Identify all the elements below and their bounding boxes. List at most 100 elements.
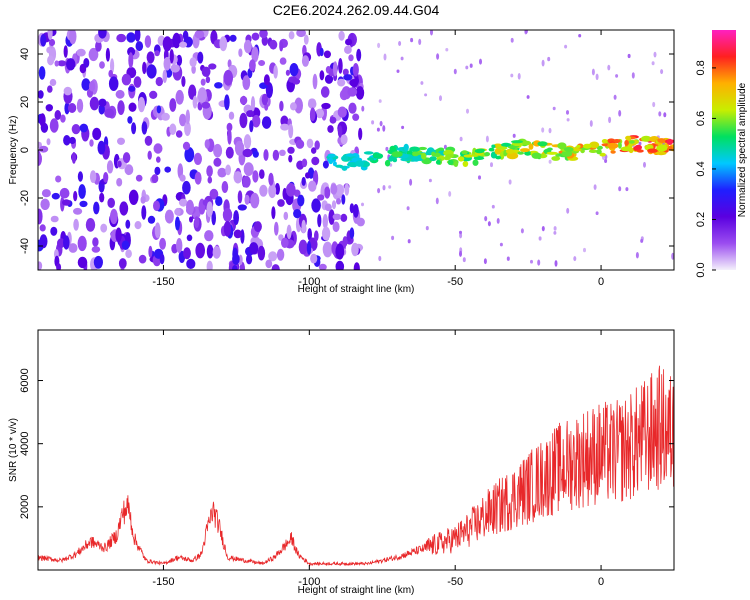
signal-blob (655, 151, 667, 156)
faint-blob (377, 188, 381, 194)
colorbar-tick-label: 0.6 (695, 111, 707, 126)
signal-blob (537, 141, 548, 147)
noise-blob (63, 235, 70, 250)
noise-blob (131, 122, 137, 135)
faint-blob (459, 136, 463, 142)
noise-blob (183, 247, 191, 260)
noise-blob (286, 224, 292, 240)
noise-blob (298, 239, 308, 255)
faint-blob (510, 73, 514, 78)
noise-blob (54, 110, 62, 120)
noise-blob (201, 66, 211, 78)
noise-blob (135, 41, 144, 52)
faint-blob (435, 197, 439, 205)
noise-blob (263, 74, 270, 86)
signal-blob (429, 156, 437, 162)
noise-blob (161, 112, 170, 121)
noise-blob (100, 223, 108, 233)
signal-blob (599, 152, 606, 157)
noise-blob (261, 35, 268, 46)
noise-blob (46, 46, 52, 54)
faint-blob (382, 125, 386, 132)
faint-blob (382, 185, 386, 191)
faint-blob (391, 235, 395, 241)
noise-blob (336, 198, 341, 205)
faint-blob (377, 42, 381, 49)
noise-blob (206, 244, 214, 259)
snr-y-tick-label: 2000 (19, 495, 31, 519)
noise-blob (206, 165, 213, 177)
signal-blob (620, 146, 632, 152)
signal-blob (636, 149, 644, 153)
noise-blob (356, 217, 365, 227)
noise-blob (213, 143, 223, 158)
signal-blob (435, 159, 441, 165)
noise-blob (243, 134, 252, 149)
faint-blob (643, 161, 646, 168)
spectrogram-x-tick-label: 0 (598, 276, 604, 288)
faint-blob (631, 72, 635, 79)
faint-blob (635, 252, 639, 259)
noise-blob (250, 96, 256, 112)
signal-blob (418, 146, 427, 151)
noise-blob (79, 200, 88, 208)
colorbar-tick-label: 0.0 (695, 262, 707, 277)
signal-blob (588, 149, 598, 153)
noise-blob (285, 183, 296, 197)
noise-blob (175, 130, 183, 138)
noise-blob (347, 87, 358, 97)
faint-blob (526, 95, 530, 99)
signal-blob (617, 142, 622, 149)
noise-blob (268, 251, 278, 262)
noise-blob (126, 32, 136, 43)
noise-blob (135, 174, 143, 182)
signal-blob (640, 135, 652, 142)
noise-blob (249, 59, 256, 72)
noise-blob (263, 149, 269, 161)
faint-blob (453, 68, 457, 75)
faint-blob (383, 53, 387, 61)
faint-blob (660, 69, 664, 75)
noise-blob (243, 39, 252, 54)
faint-blob (439, 95, 442, 102)
faint-blob (625, 187, 629, 192)
snr-x-tick-label: -150 (152, 576, 174, 588)
noise-blob (156, 105, 162, 114)
signal-blob (625, 135, 632, 141)
noise-blob (324, 203, 332, 212)
faint-blob (564, 44, 568, 49)
noise-blob (38, 208, 43, 225)
snr-x-tick-label: -100 (298, 576, 320, 588)
faint-blob (361, 202, 364, 207)
spectrogram-x-tick-label: -100 (298, 276, 320, 288)
signal-blob (657, 138, 666, 143)
signal-blob (488, 147, 495, 152)
faint-blob (640, 238, 644, 243)
noise-blob (319, 47, 324, 57)
noise-blob (93, 255, 103, 269)
signal-blob (551, 156, 561, 161)
noise-blob (116, 177, 123, 187)
signal-blob (327, 153, 336, 158)
snr-panel: -150 -100 -50 0 2000 4000 6000 Height of stra… (8, 329, 675, 596)
noise-blob (306, 241, 312, 255)
noise-blob (340, 134, 348, 145)
noise-blob (50, 215, 59, 223)
noise-blob (251, 32, 260, 41)
noise-blob (228, 111, 235, 120)
noise-blob (341, 194, 346, 205)
noise-blob (46, 138, 51, 146)
faint-blob (396, 69, 400, 73)
faint-blob (418, 38, 422, 46)
noise-blob (169, 49, 174, 64)
noise-blob (352, 62, 359, 77)
signal-blob (596, 149, 602, 155)
noise-blob (229, 34, 237, 42)
signal-blob (656, 144, 668, 152)
noise-blob (98, 30, 107, 39)
noise-blob (107, 197, 115, 208)
faint-blob (459, 230, 462, 235)
faint-blob (566, 110, 569, 115)
signal-blob (462, 160, 469, 167)
noise-blob (273, 65, 278, 79)
